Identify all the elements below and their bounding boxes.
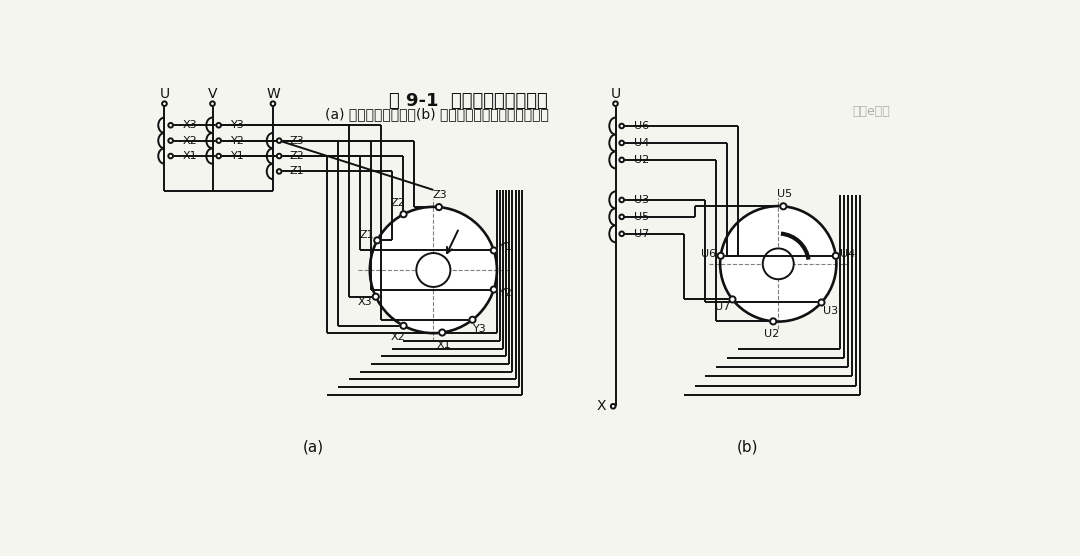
Circle shape: [619, 141, 624, 145]
Circle shape: [436, 204, 442, 210]
Text: Y3: Y3: [231, 120, 245, 130]
Circle shape: [374, 237, 380, 244]
Text: U: U: [610, 87, 621, 101]
Text: U4: U4: [840, 249, 855, 259]
Circle shape: [276, 138, 282, 143]
Text: V: V: [207, 87, 217, 101]
Circle shape: [416, 253, 450, 287]
Circle shape: [211, 101, 215, 106]
Circle shape: [619, 123, 624, 128]
Text: X2: X2: [390, 331, 405, 341]
Text: Z3: Z3: [433, 190, 447, 200]
Circle shape: [401, 211, 407, 217]
Text: Z3: Z3: [291, 136, 305, 146]
Circle shape: [833, 253, 839, 259]
Circle shape: [440, 330, 445, 336]
Circle shape: [611, 404, 616, 409]
Circle shape: [216, 123, 221, 127]
Text: Z2: Z2: [390, 198, 405, 208]
Text: U3: U3: [634, 195, 649, 205]
Text: Z1: Z1: [291, 166, 305, 176]
Text: U: U: [160, 87, 170, 101]
Circle shape: [369, 207, 497, 333]
Circle shape: [619, 231, 624, 236]
Text: X3: X3: [357, 297, 372, 307]
Circle shape: [619, 215, 624, 219]
Text: U2: U2: [765, 329, 780, 339]
Circle shape: [216, 153, 221, 158]
Circle shape: [168, 153, 173, 158]
Circle shape: [770, 318, 777, 325]
Text: (b): (b): [737, 440, 758, 455]
Text: Y2: Y2: [231, 136, 245, 146]
Text: U3: U3: [823, 306, 838, 316]
Circle shape: [619, 157, 624, 162]
Text: (a) 三相中性点调压；(b) 三相中部调压（仅示出一相）: (a) 三相中性点调压；(b) 三相中部调压（仅示出一相）: [325, 107, 550, 121]
Circle shape: [276, 169, 282, 173]
Circle shape: [276, 153, 282, 158]
Text: U6: U6: [634, 121, 649, 131]
Circle shape: [162, 101, 166, 106]
Circle shape: [762, 249, 794, 279]
Text: U2: U2: [634, 155, 649, 165]
Text: (a): (a): [302, 440, 324, 455]
Circle shape: [470, 317, 475, 323]
Text: W: W: [266, 87, 280, 101]
Circle shape: [490, 247, 497, 254]
Text: U7: U7: [715, 302, 730, 312]
Text: X1: X1: [436, 340, 451, 350]
Circle shape: [490, 286, 497, 292]
Circle shape: [819, 299, 824, 306]
Circle shape: [613, 101, 618, 106]
Text: U5: U5: [777, 189, 792, 199]
Circle shape: [168, 138, 173, 143]
Circle shape: [729, 296, 735, 302]
Text: Z1: Z1: [359, 230, 374, 240]
Text: U4: U4: [634, 138, 649, 148]
Text: Y2: Y2: [499, 289, 513, 299]
Circle shape: [720, 206, 836, 321]
Text: 电工e学堂: 电工e学堂: [852, 105, 890, 118]
Text: U6: U6: [701, 249, 716, 259]
Text: Z2: Z2: [291, 151, 305, 161]
Text: U5: U5: [634, 212, 649, 222]
Text: X2: X2: [183, 136, 198, 146]
Text: Y1: Y1: [231, 151, 245, 161]
Text: X: X: [597, 399, 606, 413]
Text: U7: U7: [634, 229, 649, 239]
Circle shape: [401, 322, 407, 329]
Circle shape: [780, 203, 786, 210]
Circle shape: [271, 101, 275, 106]
Circle shape: [619, 197, 624, 202]
Text: 图 9-1  无载分接开关原理图: 图 9-1 无载分接开关原理图: [389, 92, 548, 110]
Circle shape: [168, 123, 173, 127]
Circle shape: [373, 294, 379, 300]
Circle shape: [216, 138, 221, 143]
Text: X1: X1: [183, 151, 198, 161]
Text: X3: X3: [183, 120, 198, 130]
Text: Y3: Y3: [473, 325, 487, 335]
Text: Y1: Y1: [499, 242, 513, 252]
Circle shape: [717, 253, 724, 259]
